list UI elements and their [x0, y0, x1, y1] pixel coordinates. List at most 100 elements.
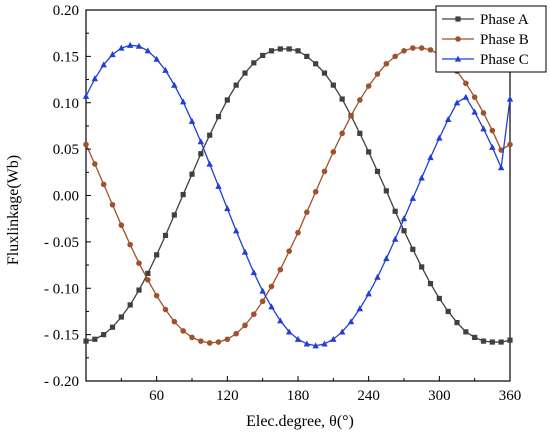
data-point	[321, 70, 328, 76]
data-point	[498, 147, 504, 153]
legend-marker	[455, 36, 461, 42]
data-point	[330, 149, 337, 155]
data-point	[294, 335, 302, 342]
data-point	[92, 336, 98, 342]
data-point	[251, 311, 257, 318]
data-point	[391, 235, 399, 242]
data-point	[427, 281, 434, 287]
data-point	[383, 188, 389, 194]
data-point	[312, 188, 319, 195]
data-point	[427, 47, 434, 53]
y-tick-label: 0.05	[53, 142, 79, 158]
data-point	[118, 44, 125, 51]
data-point	[304, 53, 310, 59]
data-point	[207, 132, 213, 138]
data-point	[418, 45, 425, 51]
x-tick-label: 300	[428, 388, 451, 404]
data-point	[427, 154, 434, 161]
data-point	[444, 116, 452, 123]
legend-label: Phase B	[480, 32, 529, 48]
data-point	[224, 97, 230, 103]
data-point	[365, 290, 372, 297]
data-point	[250, 269, 258, 276]
y-tick-label: - 0.15	[44, 328, 79, 344]
data-point	[436, 134, 443, 141]
data-point	[303, 340, 311, 347]
data-point	[285, 328, 293, 335]
data-point	[224, 336, 231, 343]
data-point	[463, 329, 469, 335]
legend-label: Phase A	[480, 12, 529, 28]
data-point	[100, 61, 107, 68]
data-point	[463, 80, 469, 87]
data-point	[506, 95, 514, 102]
y-tick-label: - 0.05	[44, 235, 79, 251]
data-point	[198, 151, 204, 157]
data-point	[436, 295, 442, 302]
series-line	[85, 48, 511, 343]
data-point	[445, 308, 451, 315]
data-point	[419, 264, 425, 270]
data-point	[348, 112, 354, 119]
data-point	[277, 317, 284, 324]
legend: Phase A Phase B Phase C	[435, 5, 547, 73]
data-point	[383, 60, 390, 67]
data-point	[206, 340, 213, 346]
data-point	[453, 99, 461, 106]
y-tick-label: - 0.20	[44, 374, 79, 390]
data-point	[338, 328, 346, 335]
data-point	[321, 340, 328, 347]
data-point	[374, 273, 381, 280]
data-point	[259, 298, 266, 305]
data-point	[179, 98, 187, 105]
data-point	[392, 53, 398, 60]
data-point	[91, 75, 99, 82]
data-point	[339, 130, 345, 137]
series-line	[85, 47, 511, 344]
series-phase-a	[83, 46, 513, 345]
data-point	[171, 212, 177, 218]
data-point	[366, 149, 372, 155]
data-point	[144, 47, 152, 54]
data-point	[374, 71, 381, 77]
data-point	[82, 92, 90, 99]
series-line	[85, 44, 511, 347]
data-point	[259, 287, 266, 294]
legend-marker	[454, 55, 462, 62]
data-point	[507, 141, 513, 148]
data-point	[268, 283, 275, 290]
data-point	[215, 114, 222, 120]
data-point	[215, 339, 222, 345]
data-point	[180, 191, 186, 198]
data-point	[286, 46, 292, 52]
data-point	[489, 127, 496, 134]
data-point	[462, 93, 470, 100]
data-point	[347, 318, 355, 325]
data-point	[127, 302, 133, 308]
data-point	[392, 208, 398, 214]
data-point	[171, 81, 178, 88]
data-point	[498, 339, 504, 345]
data-point	[480, 338, 487, 344]
data-point	[92, 161, 98, 167]
data-point	[410, 246, 416, 252]
legend-marker	[455, 16, 461, 22]
data-point	[489, 339, 495, 345]
data-point	[233, 330, 239, 337]
data-point	[83, 338, 89, 344]
data-point	[189, 171, 195, 177]
data-point	[357, 130, 363, 136]
data-point	[101, 332, 107, 338]
data-point	[418, 174, 425, 181]
data-point	[127, 241, 133, 248]
data-point	[198, 338, 204, 344]
data-point	[233, 82, 239, 88]
data-point	[242, 322, 248, 329]
data-point	[357, 97, 363, 103]
data-point	[109, 324, 116, 330]
y-tick-label: 0.10	[53, 96, 79, 112]
data-point	[251, 60, 257, 66]
data-point	[312, 342, 319, 349]
data-point	[109, 51, 116, 58]
data-point	[507, 337, 513, 343]
